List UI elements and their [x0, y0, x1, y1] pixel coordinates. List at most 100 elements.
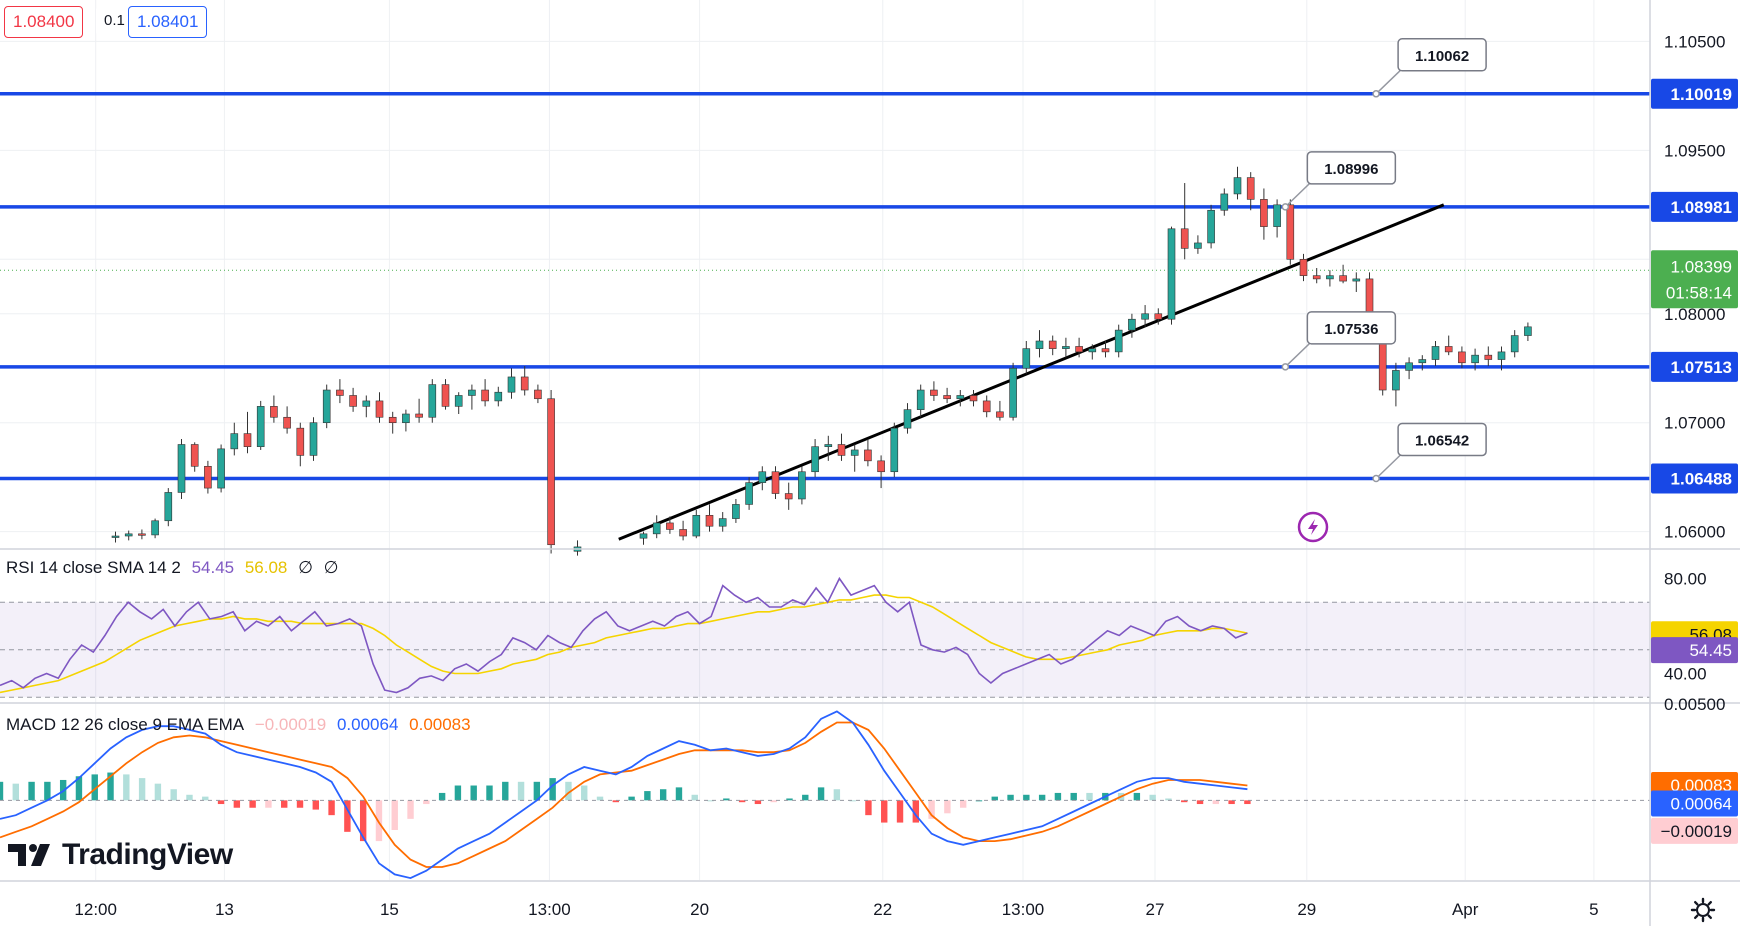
candle-body [1299, 258, 1308, 276]
candle [943, 387, 951, 404]
candle-body [798, 471, 806, 500]
candle-body [349, 395, 357, 407]
time-tick-label: 13:00 [528, 900, 571, 919]
candle [1233, 166, 1242, 200]
callout-anchor-dot [1281, 363, 1290, 371]
candle-body [916, 389, 925, 410]
candle-body [402, 413, 410, 424]
price-callout: 1.10062 [1372, 38, 1487, 98]
level-price-badge-bg [1651, 351, 1738, 382]
candle [296, 422, 305, 467]
macd-legend[interactable]: MACD 12 26 close 9 EMA EMA −0.00019 0.00… [6, 715, 477, 735]
candle-body [507, 376, 516, 393]
candle-body [996, 411, 1004, 418]
macd-histogram-bar [186, 794, 193, 801]
candle-body [1022, 348, 1031, 369]
price-tick-label: 1.08000 [1664, 305, 1725, 324]
macd-histogram-bar [107, 772, 114, 801]
candle [1497, 346, 1506, 371]
time-tick-label: 13:00 [1002, 900, 1045, 919]
candle-body [1101, 348, 1110, 353]
macd-histogram-bar [1228, 800, 1235, 805]
macd-value-badge: 0.00064 [1651, 790, 1738, 817]
candle-body [1128, 318, 1136, 331]
time-tick-label: 29 [1297, 900, 1316, 919]
candle [1286, 199, 1295, 265]
macd-histogram-bar [1086, 792, 1093, 801]
macd-histogram-bar [881, 800, 888, 823]
price-callout: 1.06542 [1372, 422, 1487, 483]
candle-body [1458, 351, 1466, 364]
candle-body [943, 395, 951, 400]
candle-body [494, 391, 503, 402]
alert-lightning-icon[interactable] [1297, 511, 1329, 543]
candle-body [534, 389, 542, 400]
candle-body [1260, 199, 1268, 227]
candle [309, 417, 318, 461]
price-tick-label: 1.10500 [1664, 32, 1725, 51]
candle [454, 392, 463, 414]
rsi-tick-label: 80.00 [1664, 570, 1707, 589]
candle-body [270, 406, 278, 418]
candle [1035, 330, 1044, 358]
macd-histogram-bar [959, 800, 967, 808]
candle-body [1048, 340, 1057, 349]
candle-body [1207, 209, 1215, 244]
rsi-tick-label: 40.00 [1664, 665, 1707, 684]
price-tick-label: 1.06000 [1664, 523, 1725, 542]
tradingview-logo[interactable]: TradingView [8, 838, 233, 872]
price-callouts[interactable]: 1.10062 1.08996 1.07536 1.06542 [1281, 38, 1487, 483]
candle [177, 439, 186, 499]
rsi-legend[interactable]: RSI 14 close SMA 14 2 54.45 56.08 ∅ ∅ [6, 558, 344, 578]
candle [1405, 357, 1413, 380]
candle [415, 398, 423, 423]
macd-histogram-bar [391, 800, 398, 830]
candle [996, 400, 1004, 421]
candle [507, 368, 516, 399]
candle-body [415, 413, 423, 418]
candle-body [1233, 177, 1242, 195]
trendline[interactable] [618, 203, 1445, 541]
candle [1088, 344, 1097, 360]
candle [204, 460, 212, 494]
macd-histogram-bar [1212, 800, 1220, 805]
candle [1207, 204, 1215, 249]
ask-price-box[interactable]: 1.08401 [128, 6, 208, 38]
macd-value-badge-text: 0.00064 [1671, 794, 1732, 813]
candle [1194, 235, 1202, 254]
candle [190, 442, 199, 472]
candle [771, 466, 780, 499]
macd-histogram-bar [738, 800, 746, 803]
macd-histogram-bar [770, 800, 777, 803]
macd-histogram-bar [359, 800, 367, 842]
macd-histogram-bar [691, 794, 698, 801]
candle [1154, 308, 1163, 325]
candle-body [1088, 348, 1097, 353]
candle-body [124, 533, 133, 537]
macd-histogram-bar [596, 796, 604, 801]
macd-histogram-bar [75, 776, 83, 801]
candle [798, 466, 806, 505]
level-price-badge-text: 1.06488 [1671, 469, 1732, 488]
candle [1062, 337, 1070, 358]
candle [1022, 341, 1031, 374]
macd-histogram-bar [1181, 800, 1188, 803]
candle [1273, 199, 1281, 238]
candle [930, 381, 938, 401]
macd-histogram-bar [154, 783, 162, 801]
settings-gear-icon[interactable] [1690, 897, 1716, 923]
macd-histogram-bar [659, 789, 667, 801]
candle [243, 411, 252, 454]
level-price-badge-text: 1.08981 [1671, 198, 1732, 217]
candle-body [956, 395, 965, 400]
bid-price-box[interactable]: 1.08400 [4, 6, 84, 38]
candle-body [204, 465, 212, 489]
candle [1246, 172, 1255, 211]
macd-histogram-bar [644, 791, 651, 801]
macd-histogram-bar [896, 800, 904, 823]
spread-value: 0.1 [96, 6, 133, 36]
macd-value-badge-bg [1651, 790, 1738, 817]
candle [481, 379, 489, 407]
